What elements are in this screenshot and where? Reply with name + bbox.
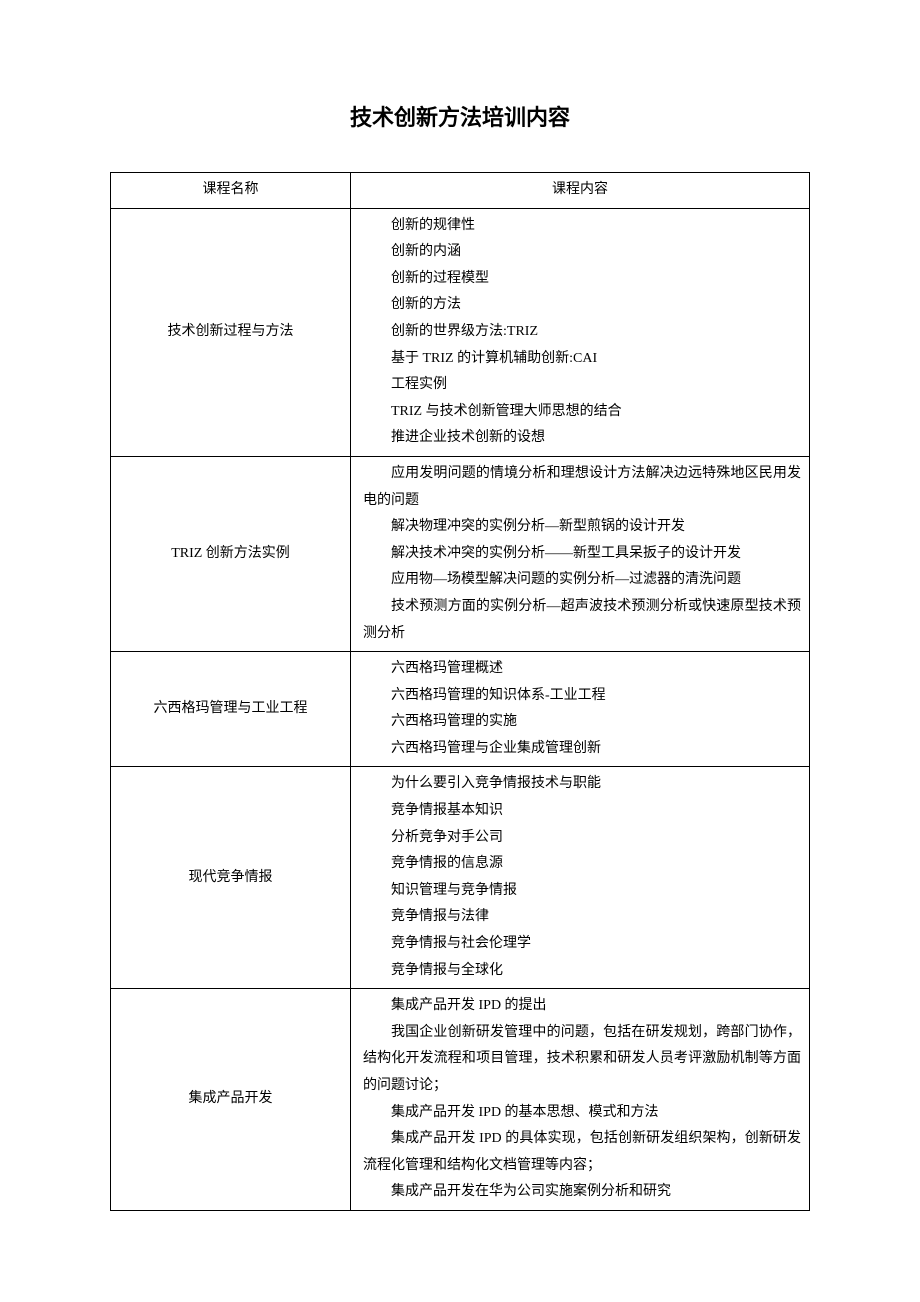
- course-content-cell: 为什么要引入竞争情报技术与职能竞争情报基本知识分析竞争对手公司竞争情报的信息源知…: [351, 767, 810, 989]
- content-item: 创新的方法: [351, 292, 801, 319]
- table-row: 技术创新过程与方法创新的规律性创新的内涵创新的过程模型创新的方法创新的世界级方法…: [111, 208, 810, 456]
- content-item: 工程实例: [351, 372, 801, 399]
- content-item: 为什么要引入竞争情报技术与职能: [351, 771, 801, 798]
- course-name-cell: 现代竞争情报: [111, 767, 351, 989]
- course-content-cell: 创新的规律性创新的内涵创新的过程模型创新的方法创新的世界级方法:TRIZ基于 T…: [351, 208, 810, 456]
- content-item: 竞争情报的信息源: [351, 851, 801, 878]
- content-item: 应用物—场模型解决问题的实例分析—过滤器的清洗问题: [351, 567, 801, 594]
- content-item: 竞争情报与社会伦理学: [351, 931, 801, 958]
- header-course-name: 课程名称: [111, 173, 351, 209]
- content-item: 集成产品开发 IPD 的基本思想、模式和方法: [351, 1100, 801, 1127]
- course-name-cell: 技术创新过程与方法: [111, 208, 351, 456]
- table-row: TRIZ 创新方法实例应用发明问题的情境分析和理想设计方法解决边远特殊地区民用发…: [111, 456, 810, 651]
- content-item: 竞争情报基本知识: [351, 798, 801, 825]
- content-item: 推进企业技术创新的设想: [351, 425, 801, 452]
- content-item: 竞争情报与法律: [351, 904, 801, 931]
- content-item: 基于 TRIZ 的计算机辅助创新:CAI: [351, 346, 801, 373]
- table-row: 六西格玛管理与工业工程六西格玛管理概述六西格玛管理的知识体系-工业工程六西格玛管…: [111, 652, 810, 767]
- content-item: 竞争情报与全球化: [351, 958, 801, 985]
- content-item: TRIZ 与技术创新管理大师思想的结合: [351, 399, 801, 426]
- course-content-cell: 六西格玛管理概述六西格玛管理的知识体系-工业工程六西格玛管理的实施六西格玛管理与…: [351, 652, 810, 767]
- content-item: 六西格玛管理的知识体系-工业工程: [351, 683, 801, 710]
- content-item: 创新的世界级方法:TRIZ: [351, 319, 801, 346]
- content-item: 集成产品开发 IPD 的提出: [351, 993, 801, 1020]
- content-item: 集成产品开发在华为公司实施案例分析和研究: [351, 1179, 801, 1206]
- content-item: 分析竞争对手公司: [351, 825, 801, 852]
- content-item: 技术预测方面的实例分析—超声波技术预测分析或快速原型技术预测分析: [351, 594, 801, 647]
- course-content-cell: 应用发明问题的情境分析和理想设计方法解决边远特殊地区民用发电的问题解决物理冲突的…: [351, 456, 810, 651]
- content-item: 解决技术冲突的实例分析——新型工具呆扳子的设计开发: [351, 541, 801, 568]
- course-content-cell: 集成产品开发 IPD 的提出我国企业创新研发管理中的问题，包括在研发规划，跨部门…: [351, 989, 810, 1211]
- content-item: 集成产品开发 IPD 的具体实现，包括创新研发组织架构，创新研发流程化管理和结构…: [351, 1126, 801, 1179]
- page-title: 技术创新方法培训内容: [110, 100, 810, 132]
- content-item: 六西格玛管理概述: [351, 656, 801, 683]
- content-item: 创新的过程模型: [351, 266, 801, 293]
- content-item: 解决物理冲突的实例分析—新型煎锅的设计开发: [351, 514, 801, 541]
- table-row: 现代竞争情报为什么要引入竞争情报技术与职能竞争情报基本知识分析竞争对手公司竞争情…: [111, 767, 810, 989]
- content-item: 我国企业创新研发管理中的问题，包括在研发规划，跨部门协作，结构化开发流程和项目管…: [351, 1020, 801, 1100]
- training-table: 课程名称 课程内容 技术创新过程与方法创新的规律性创新的内涵创新的过程模型创新的…: [110, 172, 810, 1211]
- content-item: 创新的规律性: [351, 213, 801, 240]
- content-item: 六西格玛管理的实施: [351, 709, 801, 736]
- content-item: 六西格玛管理与企业集成管理创新: [351, 736, 801, 763]
- course-name-cell: 六西格玛管理与工业工程: [111, 652, 351, 767]
- header-course-content: 课程内容: [351, 173, 810, 209]
- content-item: 知识管理与竞争情报: [351, 878, 801, 905]
- content-item: 创新的内涵: [351, 239, 801, 266]
- content-item: 应用发明问题的情境分析和理想设计方法解决边远特殊地区民用发电的问题: [351, 461, 801, 514]
- table-header-row: 课程名称 课程内容: [111, 173, 810, 209]
- course-name-cell: TRIZ 创新方法实例: [111, 456, 351, 651]
- course-name-cell: 集成产品开发: [111, 989, 351, 1211]
- table-row: 集成产品开发集成产品开发 IPD 的提出我国企业创新研发管理中的问题，包括在研发…: [111, 989, 810, 1211]
